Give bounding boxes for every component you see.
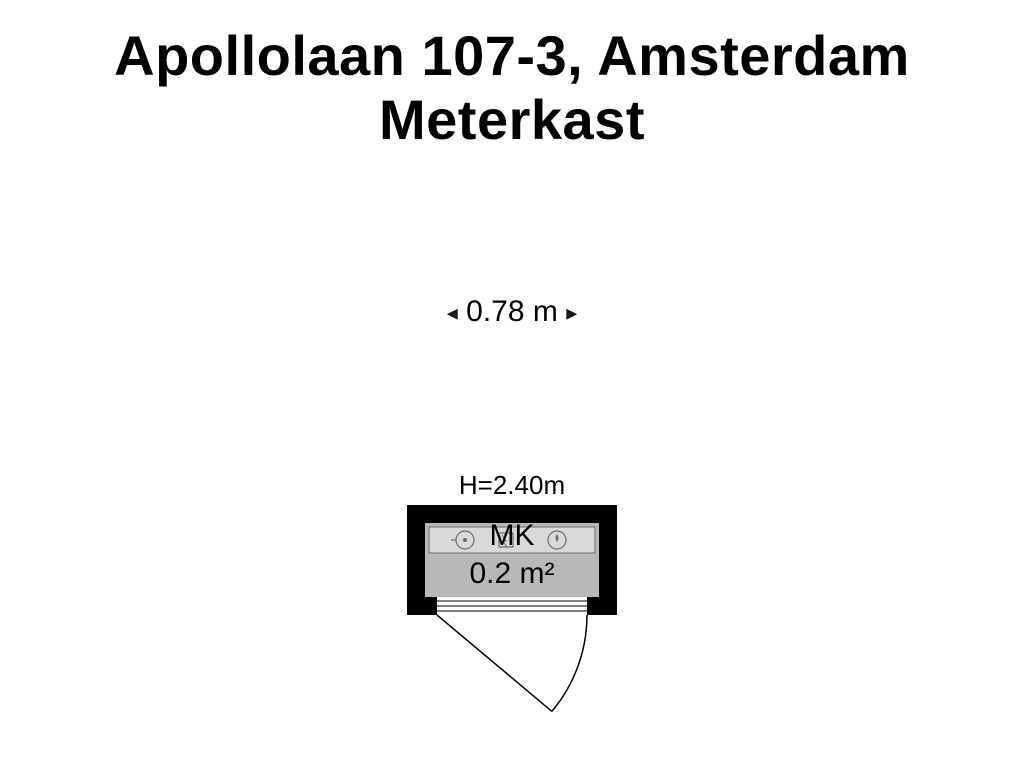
tick-right-icon: ▸ <box>566 300 577 326</box>
tick-left-icon: ◂ <box>447 300 458 326</box>
height-dimension-label: H=2.40m <box>0 470 1024 501</box>
room-code-label: MK <box>407 519 617 553</box>
door-swing-arc <box>552 615 587 711</box>
width-dimension-label: ◂ 0.78 m ▸ <box>0 295 1024 329</box>
title-block: Apollolaan 107-3, Amsterdam Meterkast <box>0 0 1024 153</box>
title-line-1: Apollolaan 107-3, Amsterdam <box>0 24 1024 88</box>
floorplan: MK 0.2 m² <box>407 505 617 625</box>
title-line-2: Meterkast <box>0 88 1024 152</box>
width-value: 0.78 m <box>466 295 558 328</box>
door-leaf <box>437 615 552 711</box>
room-area-label: 0.2 m² <box>407 557 617 591</box>
